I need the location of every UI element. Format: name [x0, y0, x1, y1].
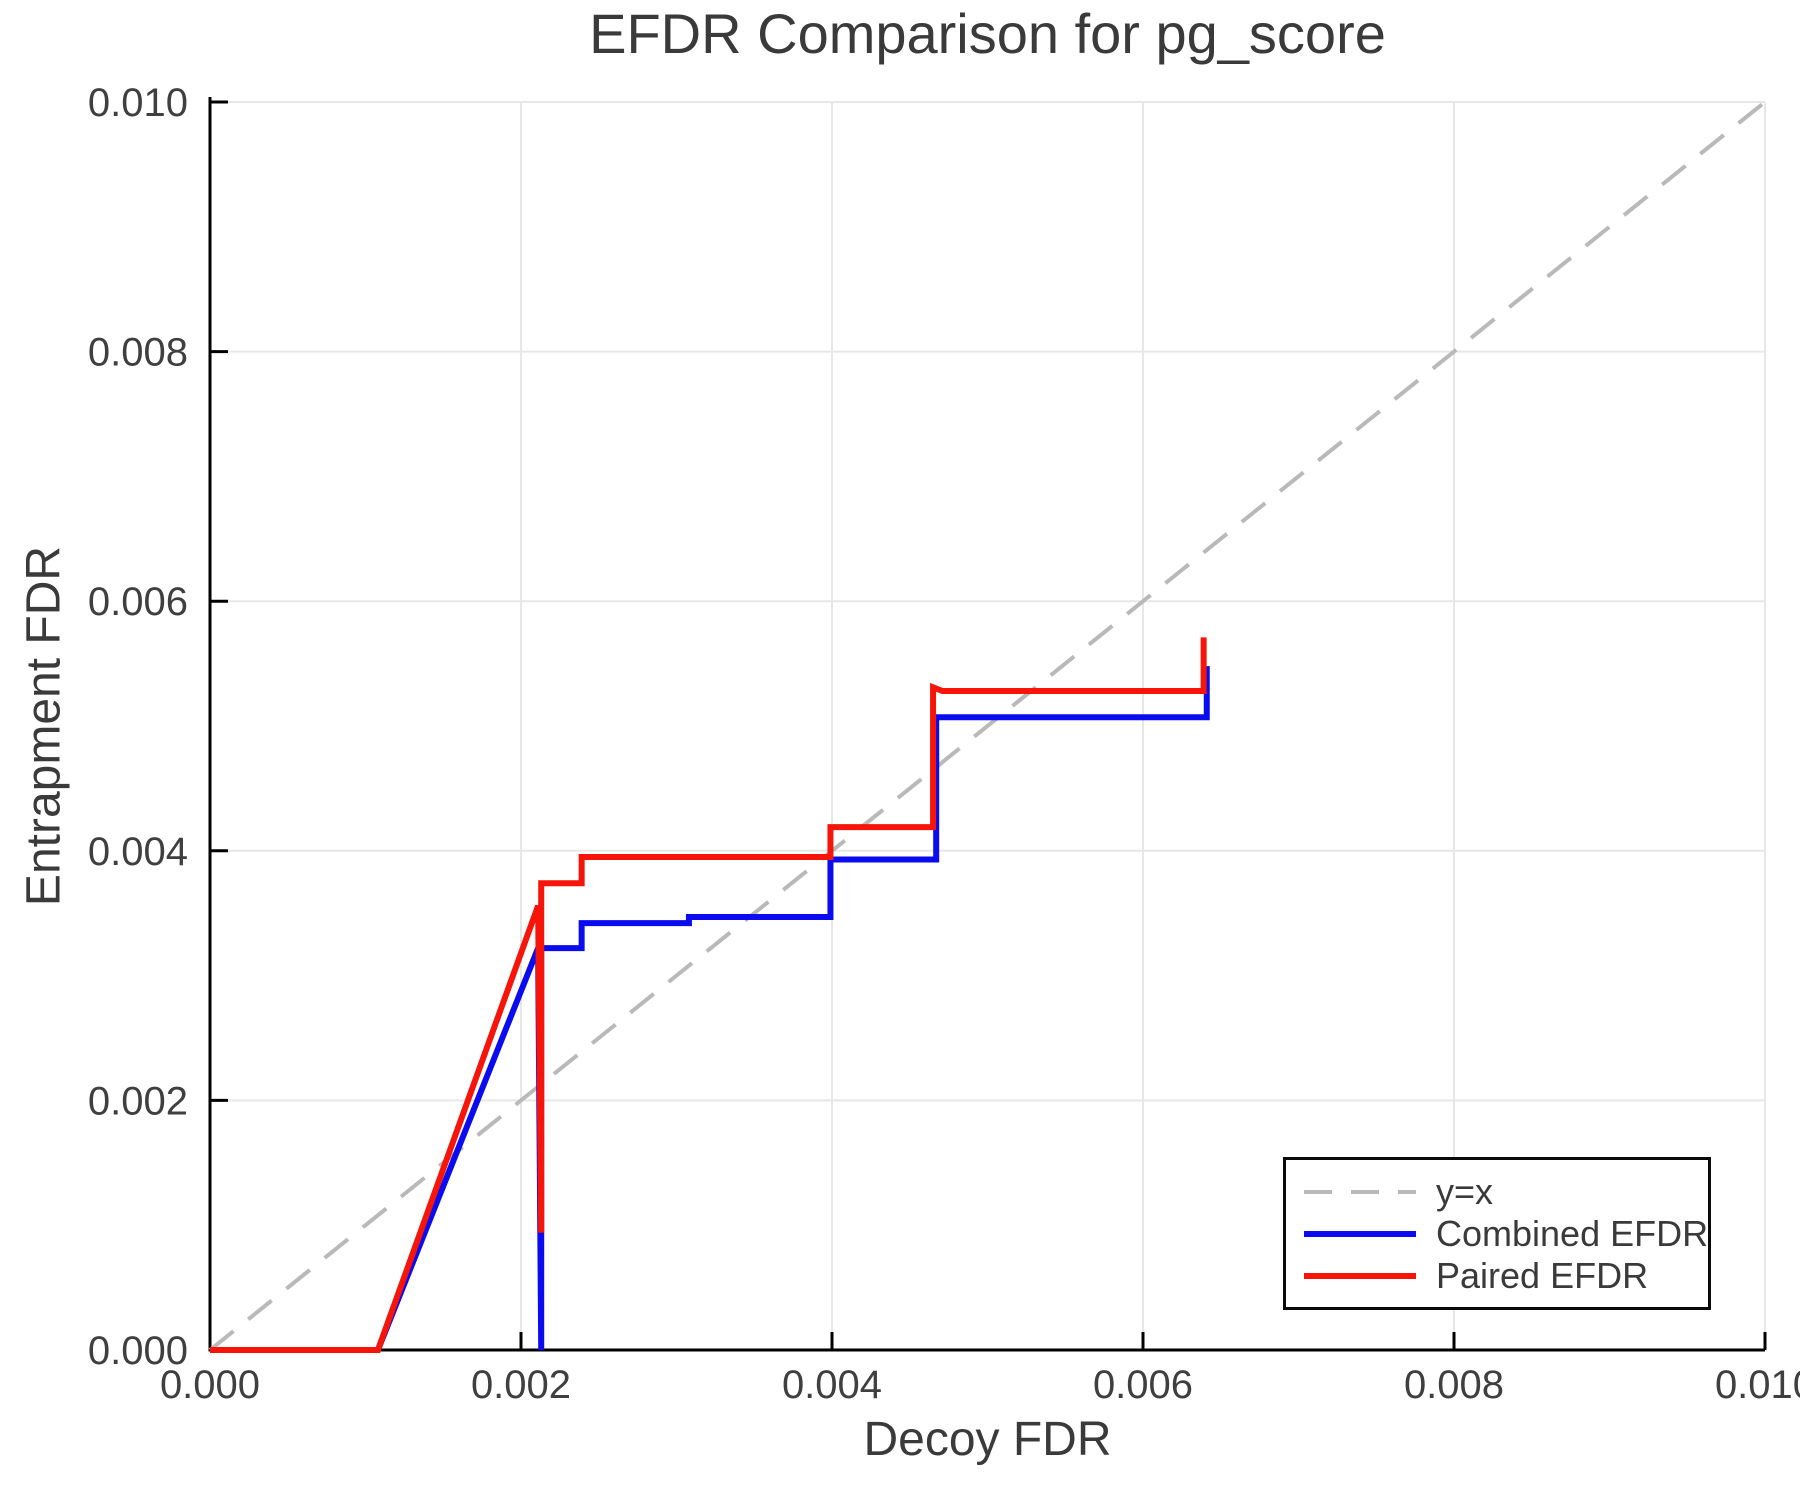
chart-title: EFDR Comparison for pg_score: [589, 2, 1386, 65]
legend-entry-paired: Paired EFDR: [1304, 1254, 1708, 1296]
identity-line-swatch: [1304, 1189, 1416, 1194]
y-tick-label: 0.002: [88, 1079, 188, 1123]
paired-efdr-line-swatch: [1304, 1272, 1416, 1279]
x-tick-label: 0.004: [782, 1363, 882, 1407]
combined-efdr-line: [210, 666, 1210, 1353]
legend-label-identity: y=x: [1436, 1170, 1494, 1212]
legend-box: y=x Combined EFDR Paired EFDR: [1283, 1157, 1711, 1310]
y-axis-label: Entrapment FDR: [17, 545, 71, 907]
y-tick-label: 0.004: [88, 830, 188, 874]
combined-efdr-line-swatch: [1304, 1230, 1416, 1237]
x-tick-label: 0.002: [471, 1363, 571, 1407]
x-axis-label: Decoy FDR: [863, 1413, 1112, 1466]
x-tick-label: 0.008: [1404, 1363, 1504, 1407]
x-tick-label: 0.000: [160, 1363, 260, 1407]
legend-label-combined: Combined EFDR: [1436, 1212, 1709, 1254]
x-tick-label: 0.006: [1093, 1363, 1193, 1407]
y-tick-label: 0.008: [88, 331, 188, 375]
paired-efdr-line: [210, 637, 1207, 1353]
legend-label-paired: Paired EFDR: [1436, 1254, 1649, 1296]
legend-entry-identity: y=x: [1304, 1170, 1708, 1212]
x-tick-label: 0.010: [1715, 1363, 1800, 1407]
y-tick-label: 0.000: [88, 1329, 188, 1373]
y-tick-label: 0.006: [88, 580, 188, 624]
legend-entry-combined: Combined EFDR: [1304, 1212, 1709, 1254]
y-tick-label: 0.010: [88, 81, 188, 125]
identity-line: [208, 100, 1767, 1352]
